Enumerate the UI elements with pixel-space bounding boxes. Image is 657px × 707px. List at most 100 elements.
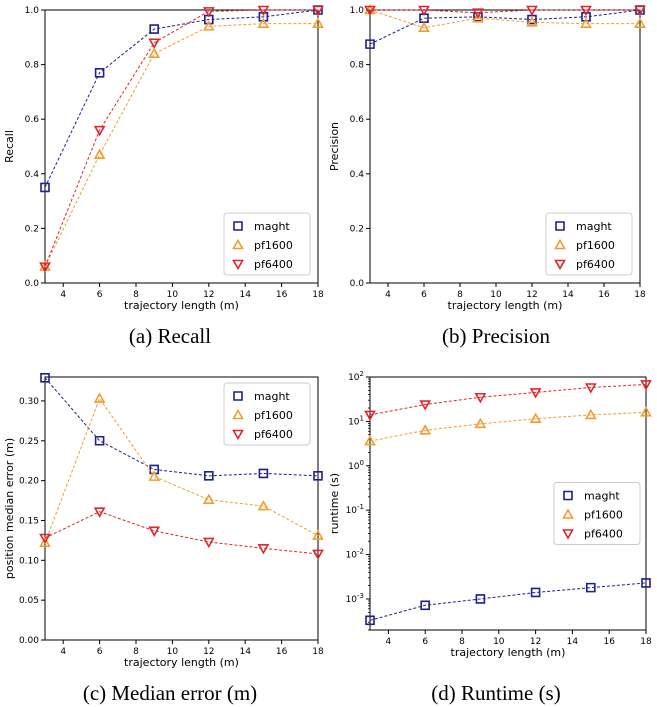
data-point-pf1600: [529, 412, 542, 423]
y-tick-label: 0.4: [350, 170, 365, 180]
data-point-pf6400: [312, 549, 324, 561]
x-tick-label: 10: [490, 290, 502, 300]
series-line-pf6400: [44, 9, 318, 267]
y-tick-label: 0.0: [25, 279, 40, 289]
data-point-maght: [94, 435, 105, 446]
y-tick-label: 0.15: [19, 516, 39, 526]
data-point-pf6400: [148, 526, 161, 537]
series-group: [364, 3, 646, 49]
series-line-maght: [369, 582, 647, 621]
x-tick-label: 8: [459, 637, 465, 647]
y-tick-label: 0.05: [19, 596, 39, 606]
ticks: 4 6 8 10 12 14 16 18 0.0 0.2 0.4 0.6 0.8 1.0: [350, 6, 646, 300]
legend-marker-pf1600: [554, 238, 566, 250]
y-axis-label: Recall: [3, 130, 16, 163]
legend-marker-maght: [233, 221, 243, 231]
data-point-maght: [94, 67, 105, 78]
data-point-pf1600: [526, 16, 538, 27]
y-tick-label: 0.8: [25, 61, 40, 71]
x-tick-label: 16: [598, 290, 610, 300]
y-tick-label: 0.6: [25, 115, 40, 125]
legend-label-maght: maght: [254, 220, 290, 233]
x-axis-label: trajectory length (m): [124, 656, 239, 669]
legend: maght pf1600 pf6400: [545, 212, 633, 276]
precision-panel: 4 6 8 10 12 14 16 18 0.0 0.2 0.4 0.6 0.8 1.0 maght pf1…: [328, 3, 646, 312]
legend-label-pf6400: pf6400: [584, 528, 623, 541]
data-point-maght: [419, 13, 429, 23]
series-group: [364, 380, 652, 626]
y-tick-label: 10-3: [346, 592, 364, 605]
legend-label-maght: maght: [576, 220, 612, 233]
legend-box: [545, 212, 633, 276]
data-point-pf6400: [257, 5, 270, 17]
legend-marker-pf1600: [232, 238, 244, 250]
x-tick-label: 4: [386, 637, 392, 647]
data-point-pf6400: [39, 262, 51, 273]
y-tick-label: 0.30: [19, 397, 39, 407]
data-point-maght: [313, 471, 323, 481]
y-axis-label: runtime (s): [328, 473, 341, 534]
legend-label-maght: maght: [254, 390, 290, 403]
series-line-maght: [44, 9, 319, 188]
legend-marker-maght: [563, 490, 573, 501]
series-group: [39, 372, 324, 561]
data-point-maght: [258, 468, 269, 479]
data-point-pf1600: [148, 470, 161, 481]
data-point-pf6400: [634, 5, 646, 17]
x-tick-label: 4: [60, 647, 66, 657]
series-line-pf6400: [369, 383, 647, 416]
data-point-maght: [586, 582, 596, 593]
data-point-pf1600: [640, 406, 652, 417]
data-point-pf1600: [93, 392, 106, 403]
data-point-maght: [530, 587, 541, 598]
legend: maght pf1600 pf6400: [553, 482, 641, 545]
data-point-pf6400: [148, 38, 161, 49]
x-tick-label: 4: [385, 290, 391, 300]
legend-box: [223, 382, 311, 446]
y-tick-label: 0.4: [25, 170, 40, 180]
series-line-pf1600: [369, 9, 640, 29]
ticks: 4 6 8 10 12 14 16 18 0.00 0.05 0.10 0.15 0.20 0.25 0.3…: [19, 397, 324, 657]
y-tick-label: 102: [348, 370, 364, 383]
x-tick-label: 8: [133, 290, 139, 300]
x-tick-label: 16: [276, 290, 288, 300]
legend-marker-pf6400: [562, 529, 574, 540]
data-point-pf1600: [202, 20, 215, 31]
data-point-pf6400: [93, 507, 106, 518]
legend: maght pf1600 pf6400: [223, 212, 311, 276]
data-point-maght: [365, 615, 375, 626]
plot-frame: [369, 9, 641, 284]
data-point-pf6400: [529, 388, 542, 399]
y-tick-label: 0.6: [350, 115, 365, 125]
data-point-pf1600: [418, 21, 430, 33]
x-axis-label: trajectory length (m): [451, 646, 566, 659]
caption-recall: (a) Recall: [129, 324, 211, 348]
y-tick-label: 0.2: [25, 224, 39, 234]
x-tick-label: 12: [530, 637, 541, 647]
data-point-pf6400: [640, 380, 652, 391]
data-point-pf1600: [257, 499, 270, 511]
data-point-pf6400: [364, 5, 376, 17]
legend-label-pf6400: pf6400: [576, 258, 615, 271]
series-line-maght: [369, 9, 641, 45]
legend-label-pf6400: pf6400: [254, 258, 293, 271]
series-line-pf6400: [44, 511, 319, 555]
x-tick-label: 14: [562, 290, 574, 300]
x-tick-label: 12: [526, 290, 537, 300]
data-point-maght: [475, 594, 486, 604]
y-tick-label: 100: [348, 459, 364, 472]
legend: maght pf1600 pf6400: [223, 382, 311, 446]
x-tick-label: 16: [603, 637, 615, 647]
data-point-pf1600: [584, 408, 597, 420]
data-point-pf6400: [93, 125, 106, 137]
x-tick-label: 6: [97, 647, 103, 657]
x-tick-label: 18: [640, 637, 652, 647]
caption-runtime: (d) Runtime (s): [431, 681, 560, 705]
data-point-pf1600: [257, 17, 270, 28]
legend-label-pf1600: pf1600: [584, 509, 623, 522]
data-point-pf1600: [312, 17, 324, 28]
data-point-pf6400: [202, 537, 215, 549]
y-tick-label: 0.20: [19, 477, 39, 487]
data-point-pf1600: [634, 17, 646, 28]
legend-marker-maght: [233, 391, 243, 401]
